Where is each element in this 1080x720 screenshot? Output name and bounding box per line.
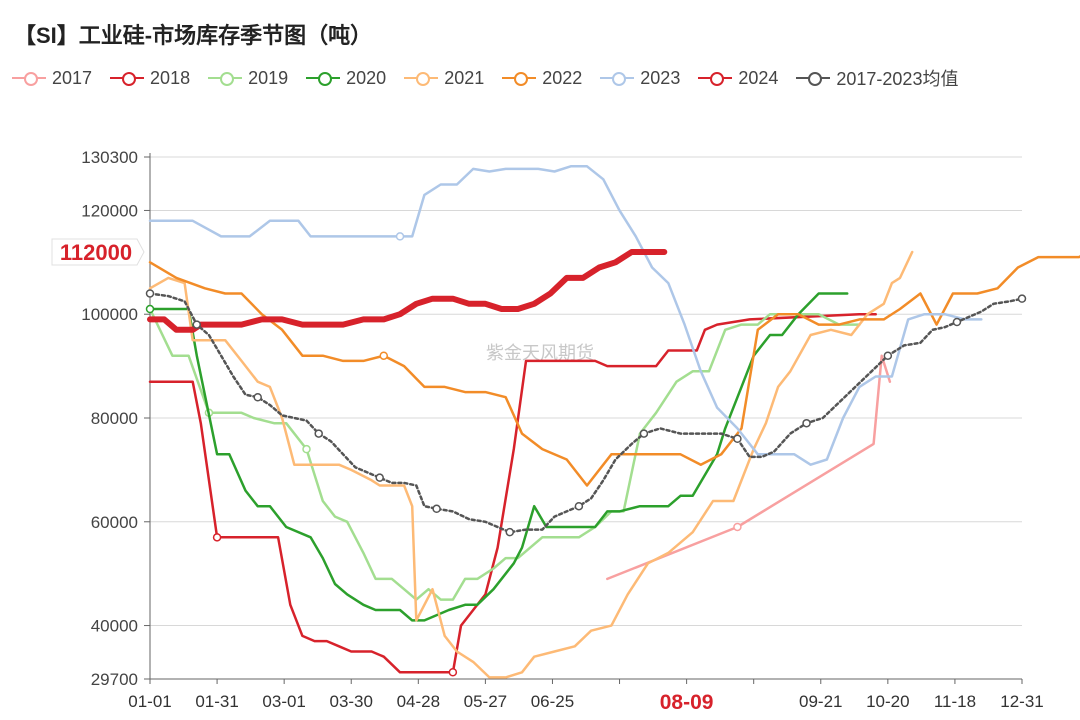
x-tick-label: 04-28 (397, 692, 440, 711)
y-marker-label: 112000 (60, 240, 132, 265)
legend-dot-icon (514, 72, 529, 86)
legend-label: 2021 (444, 67, 485, 88)
legend-item[interactable]: 2019 (208, 68, 288, 89)
series-point (379, 351, 389, 360)
legend-label: 2017 (52, 67, 93, 88)
x-tick-label: 01-01 (128, 692, 171, 711)
series-point (145, 304, 155, 314)
series-point (574, 501, 584, 511)
legend-line-icon (404, 72, 439, 86)
legend-item[interactable]: 2018 (110, 68, 190, 89)
series-line-2024 (147, 249, 668, 333)
legend-item[interactable]: 2021 (404, 68, 484, 89)
legend-label: 2020 (346, 67, 387, 88)
legend-line-icon (600, 72, 635, 86)
legend-item[interactable]: 2023 (600, 68, 680, 89)
series-line-2023 (148, 165, 983, 466)
x-tick-label: 03-30 (329, 692, 372, 711)
series-line-2022 (148, 255, 1080, 487)
legend-dot-icon (220, 72, 235, 86)
y-tick-label: 29700 (91, 670, 138, 689)
series-point (639, 429, 649, 438)
series-point (952, 317, 962, 327)
legend-dot-icon (612, 72, 627, 86)
y-tick-label: 80000 (91, 409, 138, 428)
y-tick-label: 60000 (91, 513, 138, 532)
x-tick-label: 09-21 (799, 692, 842, 711)
legend-line-icon (208, 72, 243, 86)
series-line-2021 (148, 250, 914, 679)
series-point (448, 668, 458, 677)
series-point (302, 444, 311, 454)
legend-label: 2019 (248, 67, 289, 88)
series-point (733, 522, 742, 532)
series-point (395, 232, 405, 241)
x-tick-label: 11-18 (934, 692, 976, 711)
legend-line-icon (12, 72, 46, 86)
x-tick-label: 05-27 (464, 692, 507, 711)
legend-dot-icon (808, 72, 823, 86)
series-point (802, 418, 811, 428)
series-point (883, 351, 893, 360)
x-tick-label: 12-31 (1000, 692, 1043, 711)
legend-label: 2018 (150, 67, 191, 88)
series-line-2020 (148, 292, 849, 622)
legend-dot-icon (122, 72, 137, 86)
series-point (253, 392, 262, 402)
x-tick-label: 10-20 (866, 692, 909, 711)
x-tick-label: 01-31 (195, 692, 238, 711)
series-point (212, 533, 222, 542)
y-tick-label: 40000 (91, 617, 138, 636)
series-line-2017-2023均值 (148, 292, 1024, 534)
series-point (192, 320, 202, 329)
x-marker-box (653, 685, 720, 715)
legend-label: 2017-2023均值 (836, 69, 959, 89)
series-point (505, 527, 515, 537)
series-line-2017 (606, 354, 892, 581)
chart-title: 【SI】工业硅-市场库存季节图（吨） (14, 23, 373, 48)
legend-line-icon (110, 72, 145, 86)
legend-dot-icon (710, 72, 725, 86)
legend-dot-icon (416, 72, 431, 86)
watermark-text: 紫金天风期货 (486, 343, 594, 363)
y-tick-label: 120000 (81, 201, 138, 220)
y-marker-box (51, 238, 145, 266)
series-point (432, 504, 441, 514)
x-marker-label: 08-09 (660, 691, 714, 714)
y-tick-label: 130300 (81, 148, 138, 167)
series-point (145, 289, 155, 298)
x-tick-label: 06-25 (531, 692, 574, 711)
legend-line-icon (306, 72, 341, 86)
series-point (375, 473, 384, 482)
series-point (1017, 294, 1027, 303)
legend-label: 2022 (542, 67, 583, 88)
chart-legend: 2017 2018 2019 2020 2021 2022 2023 2024 2017-202… (12, 64, 1072, 92)
legend-dot-icon (24, 72, 38, 86)
legend-line-icon (502, 72, 537, 86)
legend-item[interactable]: 2020 (306, 68, 386, 89)
legend-label: 2024 (738, 67, 779, 88)
legend-item[interactable]: 2017 (12, 68, 92, 89)
legend-label: 2023 (640, 67, 681, 88)
legend-line-icon (698, 72, 733, 86)
series-point (314, 429, 323, 438)
series-line-2018 (148, 312, 877, 674)
legend-item[interactable]: 2024 (698, 68, 778, 89)
x-tick-label: 03-01 (262, 692, 305, 711)
series-point (733, 434, 742, 444)
legend-dot-icon (318, 72, 333, 86)
legend-line-icon (796, 72, 831, 86)
y-tick-label: 100000 (81, 305, 138, 324)
legend-item[interactable]: 2017-2023均值 (796, 65, 958, 91)
legend-item[interactable]: 2022 (502, 68, 582, 89)
